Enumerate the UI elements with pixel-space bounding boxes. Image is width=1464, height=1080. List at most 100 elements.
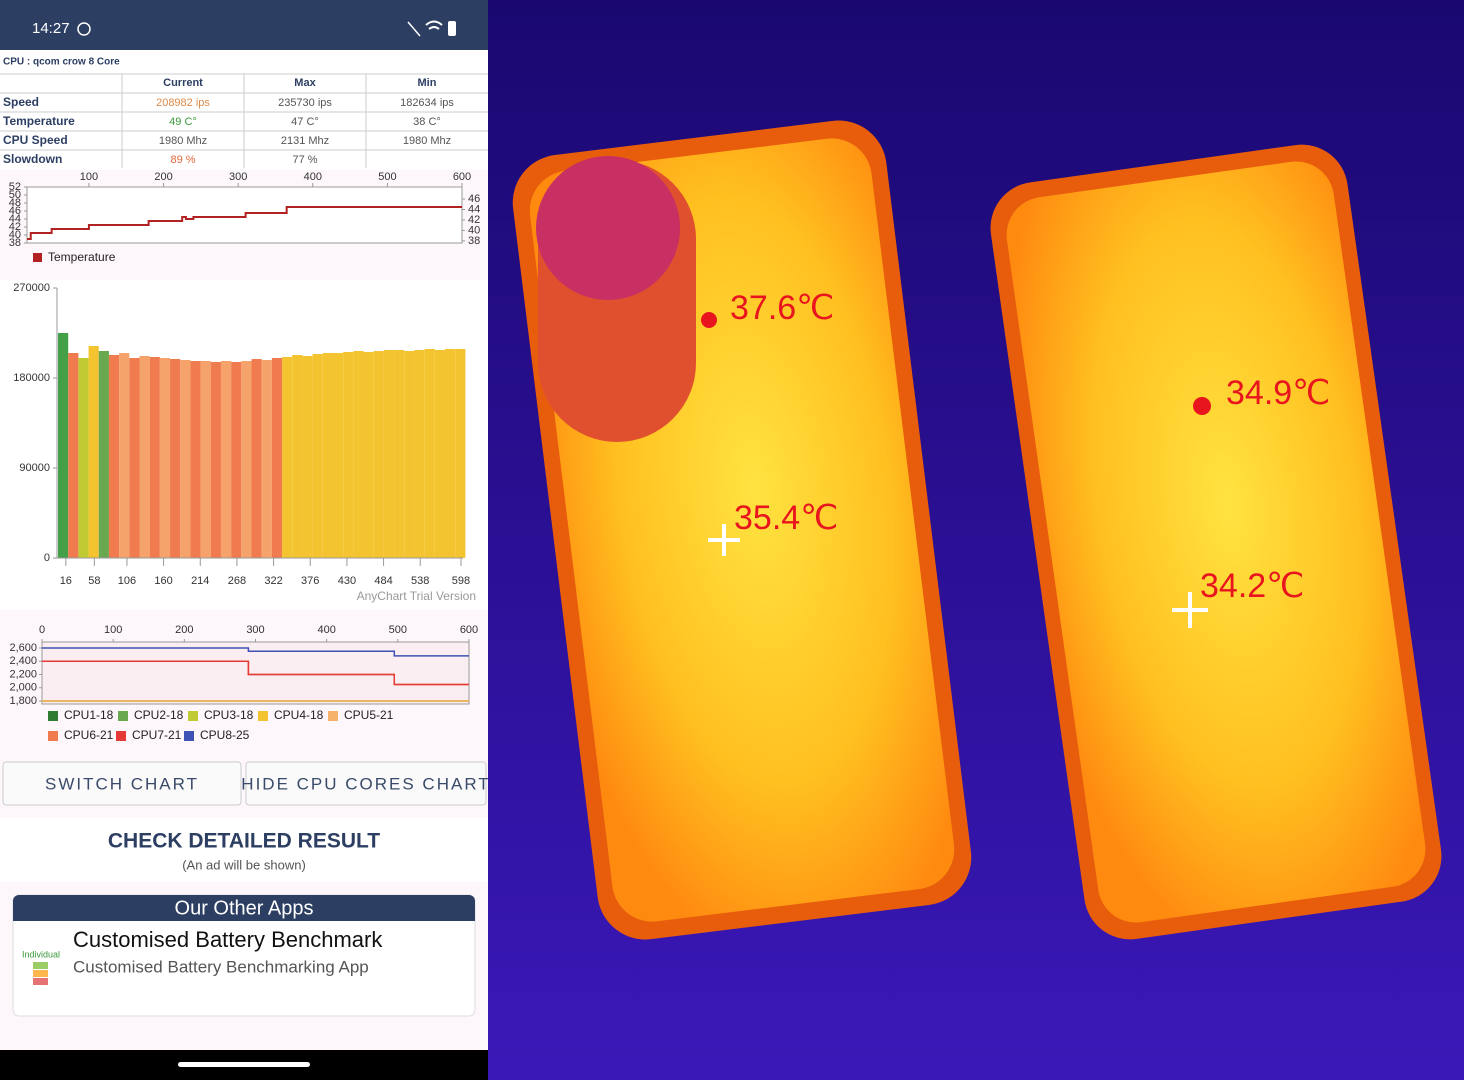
bar xyxy=(190,361,201,558)
app-icon xyxy=(33,978,48,985)
app-icon xyxy=(33,962,48,969)
table-cell: 47 C° xyxy=(291,116,319,128)
legend-label: CPU8-25 xyxy=(200,728,250,742)
x-tick-label: 376 xyxy=(301,575,319,587)
y2-tick-label: 40 xyxy=(468,224,480,236)
home-indicator[interactable] xyxy=(178,1062,310,1067)
plot-area xyxy=(26,186,463,244)
bar xyxy=(271,358,283,558)
legend-label: CPU4-18 xyxy=(274,708,324,722)
y-tick-label: 2,600 xyxy=(9,642,37,654)
core-line xyxy=(42,647,469,657)
bar xyxy=(210,362,221,558)
temperature-reading: 34.2℃ xyxy=(1200,567,1304,605)
table-body: Current Max Min Speed 208982 ips 235730 ips 18… xyxy=(0,73,488,168)
x-tick-label: 500 xyxy=(389,624,407,636)
bar xyxy=(149,357,160,558)
row-label: Slowdown xyxy=(3,152,62,166)
x-tick-label: 100 xyxy=(80,171,98,183)
y-tick-label: 50 xyxy=(9,189,21,201)
y-tick-label: 180000 xyxy=(13,372,50,384)
detailed-result[interactable] xyxy=(0,818,488,882)
bar xyxy=(68,353,79,558)
legend-swatch xyxy=(328,711,338,721)
legend-swatch xyxy=(118,711,128,721)
bar xyxy=(200,361,211,558)
table-cell: 1980 Mhz xyxy=(159,135,207,147)
bar xyxy=(231,362,242,558)
bar xyxy=(139,356,150,558)
row-label: Speed xyxy=(3,95,39,109)
y-tick-label: 46 xyxy=(9,205,21,217)
temperature-reading: 37.6℃ xyxy=(730,289,834,327)
phone-body xyxy=(1006,161,1426,923)
y2-tick-label: 42 xyxy=(468,214,480,226)
bar xyxy=(322,353,333,558)
bar xyxy=(78,358,89,558)
core-line xyxy=(42,660,469,686)
bar xyxy=(302,356,313,558)
legend-label: CPU2-18 xyxy=(134,708,184,722)
y2-tick-label: 44 xyxy=(468,203,480,215)
temperature-reading: 34.9℃ xyxy=(1226,374,1330,412)
button-label[interactable]: HIDE CPU CORES CHART xyxy=(241,774,490,793)
y-tick-label: 44 xyxy=(9,213,21,225)
bar xyxy=(343,352,354,558)
speed-chart: 0 90000 180000 270000 16 58 106 160 214 268 322 376… xyxy=(13,282,476,603)
card-title: Our Other Apps xyxy=(175,897,314,919)
bar xyxy=(353,351,364,558)
bar xyxy=(220,361,232,558)
y-tick-label: 52 xyxy=(9,181,21,193)
legend-swatch xyxy=(116,731,126,741)
x-tick-label: 538 xyxy=(411,575,429,587)
bar xyxy=(363,352,374,558)
detailed-title[interactable]: CHECK DETAILED RESULT xyxy=(108,830,380,853)
bar xyxy=(108,355,120,558)
y2-tick-label: 46 xyxy=(468,193,480,205)
y-tick-label: 1,800 xyxy=(9,695,37,707)
x-tick-label: 0 xyxy=(39,624,45,636)
spot-marker xyxy=(701,312,717,328)
table-cell: 38 C° xyxy=(413,116,441,128)
y-tick-label: 38 xyxy=(9,237,21,249)
column-header: Max xyxy=(294,77,316,89)
x-tick-label: 200 xyxy=(154,171,172,183)
table-cell: 1980 Mhz xyxy=(403,135,451,147)
table-cell: 235730 ips xyxy=(278,97,332,109)
y-tick-label: 2,400 xyxy=(9,655,37,667)
bar xyxy=(170,359,181,558)
x-tick-label: 430 xyxy=(338,575,356,587)
temperature-chart: 100 200 300 400 500 6003840424446485052384042… xyxy=(9,171,481,264)
wifi-icon xyxy=(425,20,443,30)
x-tick-label: 16 xyxy=(60,575,72,587)
y-tick-label: 42 xyxy=(9,221,21,233)
x-tick-label: 214 xyxy=(191,575,209,587)
button-label[interactable]: SWITCH CHART xyxy=(45,774,199,793)
camera-lens xyxy=(536,156,680,300)
row-label: CPU Speed xyxy=(3,133,68,147)
bar xyxy=(312,354,323,558)
bar xyxy=(241,361,252,558)
bar xyxy=(58,333,69,558)
legend-swatch xyxy=(258,711,268,721)
x-tick-label: 484 xyxy=(374,575,392,587)
x-tick-label: 106 xyxy=(118,575,136,587)
legend-swatch xyxy=(48,711,58,721)
table-cell: 182634 ips xyxy=(400,97,454,109)
x-tick-label: 268 xyxy=(228,575,246,587)
app-name[interactable]: Customised Battery Benchmark xyxy=(73,927,383,952)
bar xyxy=(445,349,456,558)
x-tick-label: 400 xyxy=(317,624,335,636)
app-icon xyxy=(33,970,48,977)
bar xyxy=(455,349,466,558)
row-label: Temperature xyxy=(3,114,75,128)
legend-label: CPU3-18 xyxy=(204,708,254,722)
legend-swatch xyxy=(184,731,194,741)
bar xyxy=(119,353,130,558)
switch-chart-button[interactable] xyxy=(2,761,242,806)
legend-label: Temperature xyxy=(48,250,116,264)
y-tick-label: 2,200 xyxy=(9,668,37,680)
crosshair xyxy=(708,524,740,556)
bar xyxy=(292,355,303,558)
hide-cores-button[interactable] xyxy=(245,761,487,806)
